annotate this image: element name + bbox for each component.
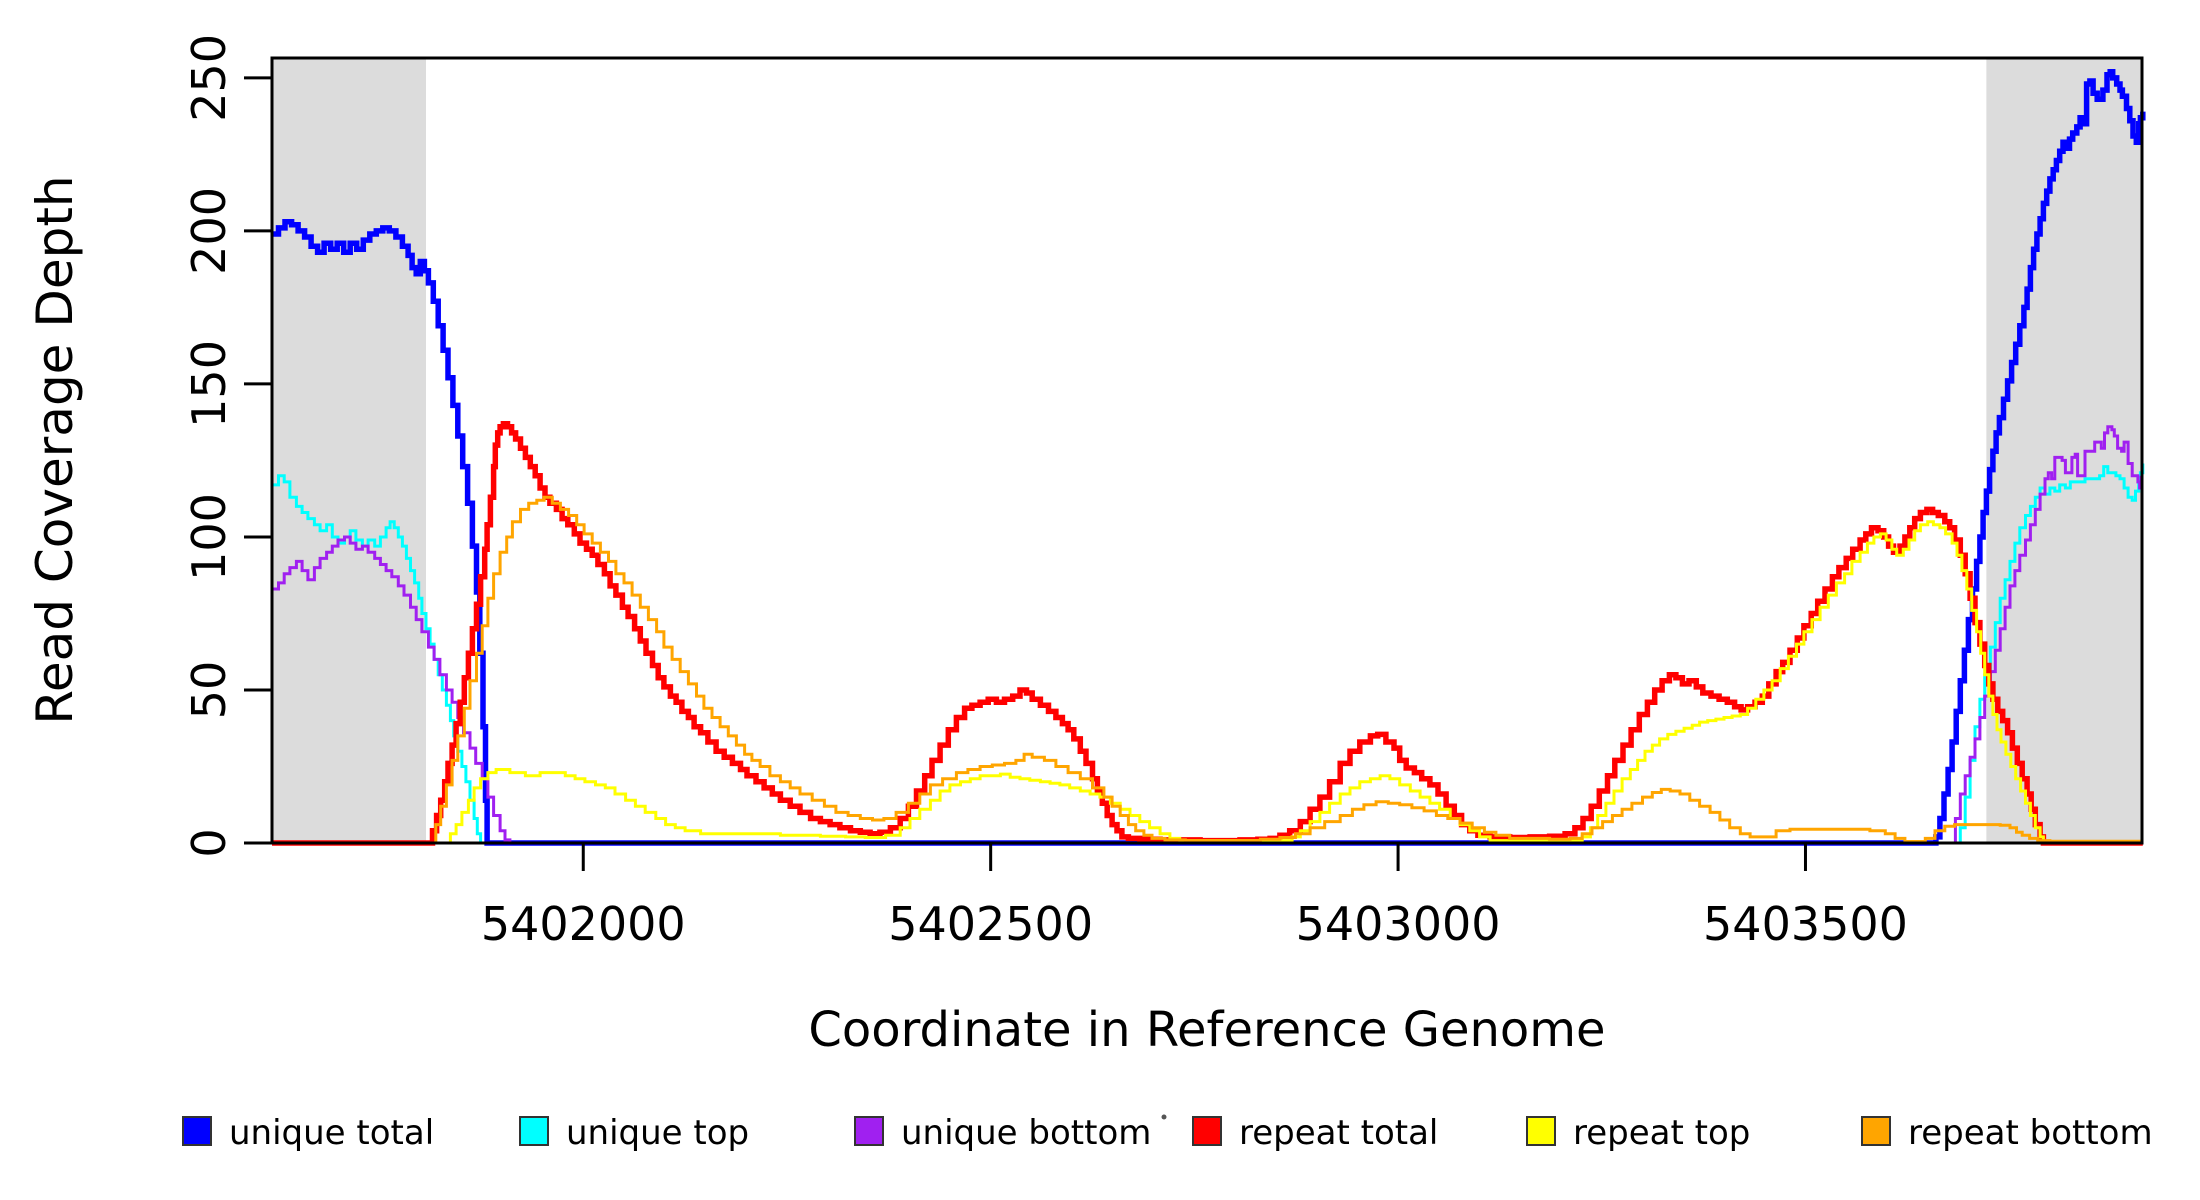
legend-swatch-repeat-top	[1526, 1116, 1556, 1146]
series-line-unique-top	[272, 463, 2145, 845]
stray-dot	[1161, 1114, 1167, 1120]
series-line-unique-bottom	[272, 425, 2143, 845]
y-tick-label: 0	[182, 828, 236, 857]
legend-label-unique-total: unique total	[229, 1113, 434, 1153]
series-line-repeat-bottom	[272, 495, 2143, 845]
legend-label-repeat-bottom: repeat bottom	[1908, 1113, 2153, 1153]
coverage-series-lines	[272, 69, 2146, 846]
series-line-repeat-top	[272, 520, 2143, 845]
y-tick-label: 200	[182, 187, 236, 275]
x-tick-label: 5403000	[1296, 897, 1501, 951]
legend-label-unique-top: unique top	[566, 1113, 749, 1153]
y-tick-label: 50	[182, 661, 236, 720]
legend-label-repeat-top: repeat top	[1573, 1113, 1750, 1153]
shaded-band-1	[1986, 58, 2142, 843]
shaded-band-0	[272, 58, 426, 843]
legend-swatch-unique-bottom	[854, 1116, 884, 1146]
legend-swatch-repeat-total	[1192, 1116, 1222, 1146]
legend-swatch-repeat-bottom	[1861, 1116, 1891, 1146]
y-tick-label: 100	[182, 493, 236, 581]
y-tick-label: 150	[182, 340, 236, 428]
shaded-repeat-regions	[272, 58, 2142, 843]
plot-frame	[270, 56, 2144, 845]
y-tick-label: 250	[182, 34, 236, 122]
legend-swatch-unique-top	[519, 1116, 549, 1146]
x-tick-label: 5402000	[481, 897, 686, 951]
x-axis-title: Coordinate in Reference Genome	[808, 1002, 1605, 1058]
series-line-unique-total	[272, 69, 2146, 846]
y-axis: 0 50 100 150 200 250	[182, 34, 271, 858]
x-tick-label: 5402500	[888, 897, 1093, 951]
series-line-repeat-total	[272, 420, 2143, 846]
legend-label-repeat-total: repeat total	[1239, 1113, 1438, 1153]
y-axis-title: Read Coverage Depth	[26, 175, 84, 724]
legend-label-unique-bottom: unique bottom	[901, 1113, 1151, 1153]
legend-swatch-unique-total	[182, 1116, 212, 1146]
x-tick-label: 5403500	[1703, 897, 1908, 951]
legend: unique total unique top unique bottom repea…	[182, 1113, 2153, 1153]
x-axis: 5402000 5402500 5403000 5403500	[481, 844, 1908, 951]
